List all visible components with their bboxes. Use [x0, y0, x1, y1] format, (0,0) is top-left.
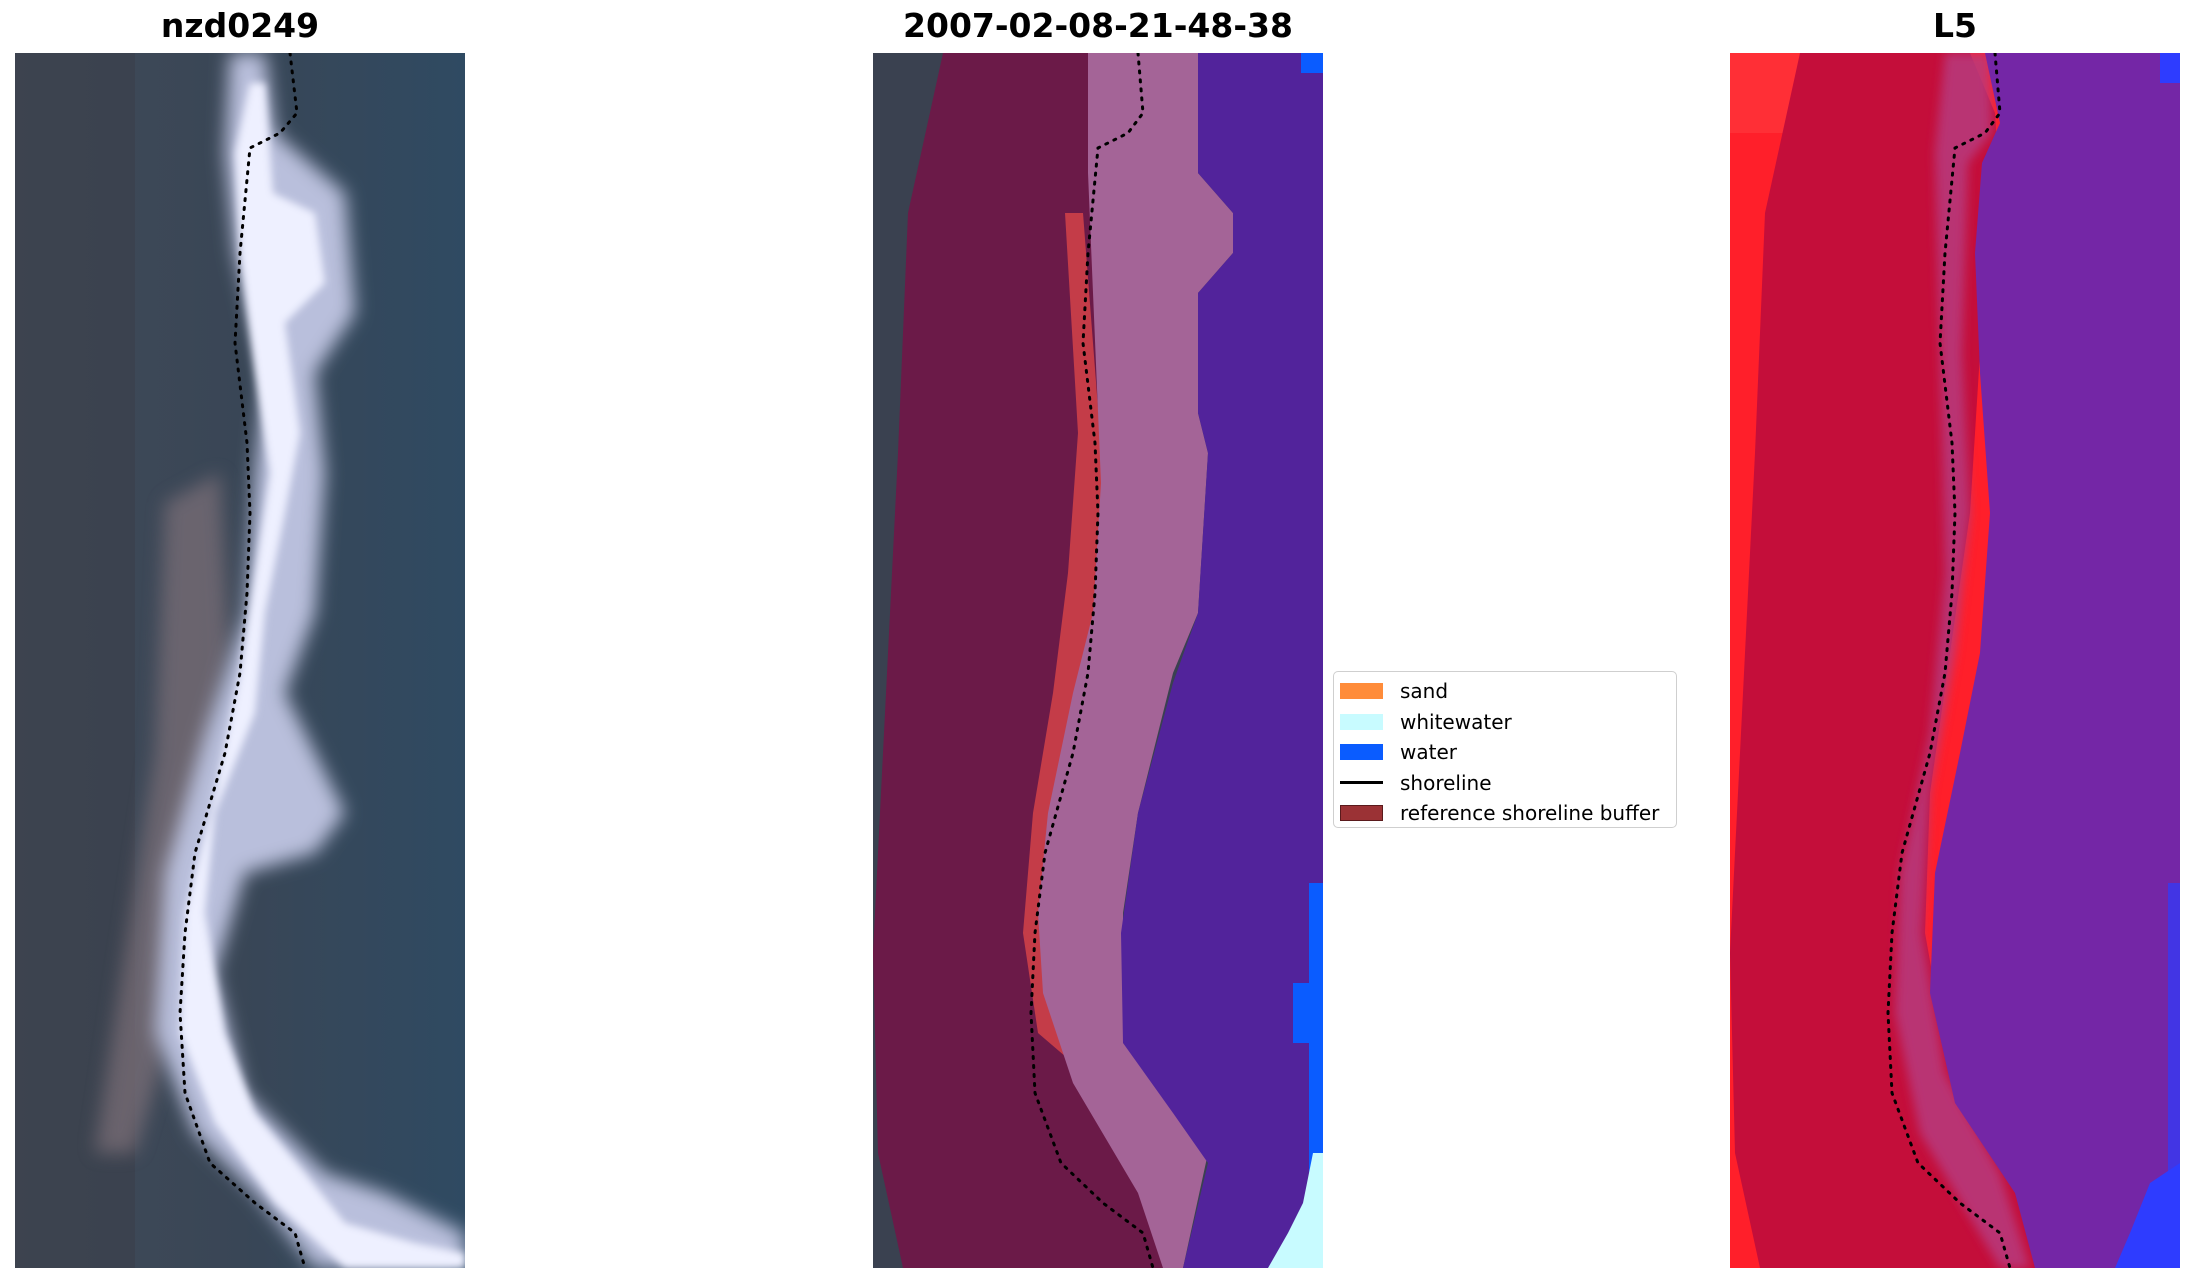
legend-swatch-sand — [1340, 683, 1383, 700]
rgb-image-panel — [15, 53, 465, 1268]
legend-label: reference shoreline buffer — [1400, 801, 1660, 826]
legend-swatch-water — [1340, 744, 1383, 761]
l5-panel — [1730, 53, 2180, 1268]
shoreline — [1886, 53, 2012, 1268]
legend-swatch-whitewater — [1340, 713, 1383, 730]
rgb-image — [15, 53, 465, 1268]
l5-edge-right — [2168, 883, 2180, 1183]
water-edge-right — [1309, 883, 1323, 1193]
legend-item-buffer: reference shoreline buffer — [1340, 798, 1676, 829]
shoreline — [178, 53, 307, 1268]
legend-label: shoreline — [1400, 770, 1492, 795]
l5-image — [1730, 53, 2180, 1268]
l5-edge-bottom — [2115, 1163, 2180, 1268]
panel-title-right: L5 — [1933, 6, 1977, 45]
whitewater-edge — [1268, 1153, 1323, 1268]
legend-label: water — [1400, 740, 1457, 765]
water-mask — [1121, 53, 1323, 1268]
legend: sand whitewater water shoreline referenc… — [1333, 671, 1677, 828]
shoreline — [1029, 53, 1155, 1268]
legend-label: sand — [1400, 679, 1449, 704]
water-edge-notch — [1293, 983, 1309, 1043]
legend-label: whitewater — [1400, 709, 1512, 734]
legend-swatch-buffer — [1340, 805, 1383, 822]
classification-panel — [873, 53, 1323, 1268]
legend-item-sand: sand — [1340, 676, 1676, 707]
panel-title-center: 2007-02-08-21-48-38 — [903, 6, 1293, 45]
l5-buffer — [1730, 53, 2040, 1268]
panel-title-left: nzd0249 — [160, 6, 320, 45]
l5-edge-top — [2160, 53, 2180, 83]
land-tone — [95, 473, 230, 1153]
l5-transition — [1895, 53, 2030, 1268]
classification-image — [873, 53, 1323, 1268]
legend-item-whitewater: whitewater — [1340, 707, 1676, 738]
legend-line-shoreline — [1340, 781, 1383, 785]
legend-item-shoreline: shoreline — [1340, 768, 1676, 799]
legend-item-water: water — [1340, 737, 1676, 768]
whitewater-mask — [1038, 53, 1233, 1268]
l5-sea — [1930, 53, 2180, 1268]
water-edge-top — [1301, 53, 1323, 73]
